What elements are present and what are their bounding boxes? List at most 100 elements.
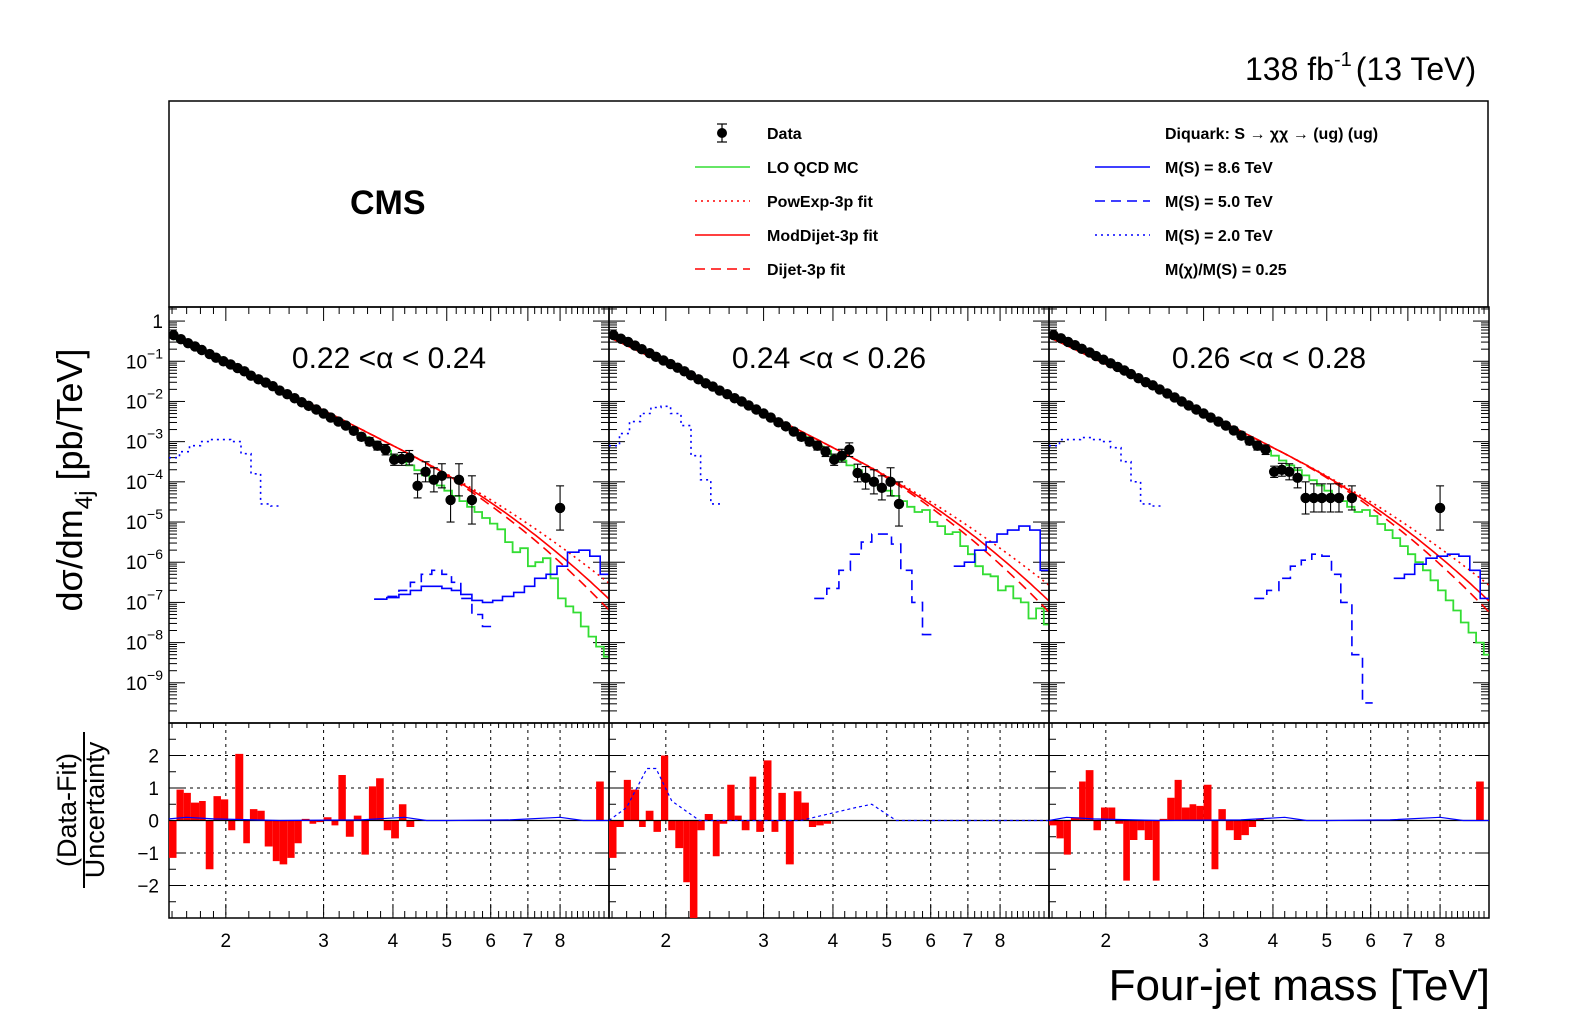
data-point	[804, 436, 815, 447]
signal-5p0-histogram	[374, 569, 493, 628]
legend-entry-label: ModDijet-3p fit	[767, 228, 879, 245]
residual-bar	[1137, 820, 1145, 831]
residual-bar	[1233, 820, 1242, 840]
residual-bar	[704, 814, 713, 821]
data-point	[1346, 492, 1358, 504]
moddijet-fit-curve	[609, 336, 1049, 602]
residual-bar	[816, 820, 824, 826]
residual-bar	[301, 818, 310, 821]
ratio-y-tick-label: −1	[137, 844, 159, 865]
residual-bar	[398, 804, 407, 821]
legend-entry-label: Dijet-3p fit	[767, 262, 846, 279]
x-tick-label: 5	[1321, 931, 1332, 952]
residual-bar	[596, 781, 604, 821]
residual-bar	[169, 820, 177, 858]
legend-entry-label: M(S) = 8.6 TeV	[1165, 160, 1273, 177]
powexp-fit-curve	[169, 334, 609, 584]
residual-bar	[785, 820, 794, 865]
residual-bar	[235, 753, 244, 821]
signal-8p6-histogram	[953, 525, 1049, 572]
x-tick-label: 3	[318, 931, 329, 952]
residual-bar	[1115, 820, 1124, 824]
residual-bar	[279, 820, 288, 865]
data-point	[820, 446, 831, 457]
panel-2: 2 3 4 5 6 7 8 0.24 <α < 0.26	[608, 306, 1050, 952]
x-tick-label: 6	[485, 931, 496, 952]
y-tick-label: 10−8	[126, 627, 163, 655]
data-point	[1205, 412, 1216, 423]
residual-bar	[309, 820, 317, 824]
residual-bar	[294, 820, 302, 844]
data-point	[1333, 492, 1345, 504]
x-tick-label: 7	[963, 931, 974, 952]
residual-bar	[1100, 807, 1109, 821]
legend-signal-footer: M(χ)/M(S) = 0.25	[1165, 262, 1287, 279]
data-point	[420, 466, 431, 477]
residual-bar	[1159, 818, 1168, 821]
residual-bar	[338, 775, 346, 821]
ratio-y-tick-label: −2	[137, 877, 159, 898]
y-axis-label-bottom-den: Uncertainty	[80, 741, 110, 878]
signal-2p0-histogram	[169, 438, 282, 507]
residual-bar	[668, 820, 676, 831]
legend-right: Diquark: S → χχ → (ug) (ug) M(S) = 8.6 Te…	[1095, 126, 1378, 279]
residual-bar	[220, 799, 229, 821]
signal-residual-overlay	[169, 816, 609, 822]
top-y-ticks	[169, 308, 609, 724]
residual-bar	[323, 817, 332, 821]
x-tick-label: 8	[555, 931, 566, 952]
residual-bar	[623, 779, 631, 821]
residual-bar	[1093, 820, 1101, 831]
data-point	[836, 450, 848, 461]
data-point	[1076, 343, 1087, 355]
residual-bar	[1063, 820, 1071, 855]
signal-8p6-histogram	[1393, 553, 1489, 600]
data-point	[860, 472, 871, 484]
data-point	[868, 476, 880, 488]
residual-bar	[1196, 805, 1204, 821]
residual-bar	[190, 802, 200, 821]
legend-entry-label: PowExp-3p fit	[767, 194, 873, 211]
panel-1: 110−110−210−310−410−510−610−710−810−92 3 4…	[126, 306, 610, 952]
residual-bar	[1189, 804, 1197, 821]
dijet-fit-curve	[169, 334, 609, 611]
y-axis-label-bottom-num: (Data-Fit)	[52, 753, 82, 867]
y-tick-label: 10−5	[126, 506, 163, 534]
residual-bar	[249, 809, 258, 821]
x-tick-label: 8	[995, 931, 1006, 952]
signal-8p6-histogram	[374, 549, 609, 604]
residual-bar	[727, 784, 735, 821]
residual-bar	[213, 796, 221, 821]
alpha-bin-label: 0.26 <α < 0.28	[1172, 342, 1366, 375]
data-point	[796, 431, 807, 443]
data-point	[1325, 492, 1336, 504]
residual-bar	[391, 820, 399, 839]
residual-bar	[228, 820, 236, 831]
residual-bar	[376, 778, 384, 821]
residual-bar	[749, 776, 757, 821]
residual-bar	[183, 792, 191, 821]
residual-bar	[287, 820, 295, 858]
data-point	[780, 421, 792, 432]
data-point	[1300, 492, 1311, 504]
top-y-ticks	[1049, 308, 1489, 724]
y-tick-label: 10−4	[126, 466, 163, 494]
alpha-bin-label: 0.22 <α < 0.24	[292, 342, 486, 375]
data-point	[1308, 492, 1320, 504]
ratio-pad-content	[169, 753, 609, 870]
residual-bar	[316, 820, 324, 823]
residual-bar	[243, 820, 250, 844]
x-tick-label: 2	[1101, 931, 1112, 952]
legend-signal-header: Diquark: S → χχ → (ug) (ug)	[1165, 126, 1378, 143]
qcd-mc-histogram	[609, 335, 1049, 626]
residual-bar	[1476, 781, 1484, 821]
data-point	[1292, 472, 1303, 484]
residual-bar	[1181, 807, 1190, 821]
residual-bar	[778, 792, 786, 821]
residual-bar	[257, 810, 265, 821]
data-point	[812, 440, 823, 451]
residual-bar	[616, 820, 624, 827]
data-point	[1260, 444, 1271, 455]
